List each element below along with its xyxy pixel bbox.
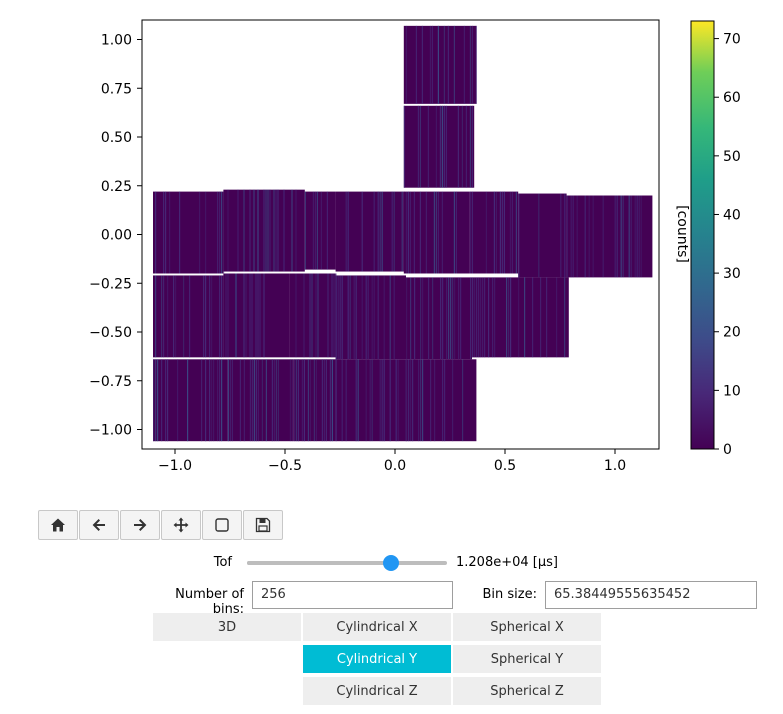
tof-slider-value: 1.208e+04 [µs] [456, 555, 558, 570]
save-icon [255, 517, 271, 533]
pan-button[interactable] [161, 510, 201, 540]
spherical-x-button[interactable]: Spherical X [453, 613, 601, 641]
detector-panel [335, 191, 405, 272]
plot-toolbar [38, 510, 284, 540]
colorbar-axis: 0 10 20 30 40 50 60 70 [714, 32, 741, 458]
detector-panel [406, 359, 477, 442]
colorbar-tick-label: 60 [723, 90, 741, 106]
spherical-z-button[interactable]: Spherical Z [453, 677, 601, 705]
y-tick-label: −0.25 [89, 276, 132, 292]
detector-panel [403, 191, 470, 274]
colorbar-tick-label: 70 [723, 32, 741, 48]
detector-panel [335, 275, 406, 360]
forward-arrow-icon [134, 519, 147, 531]
colorbar-tick-label: 10 [723, 383, 741, 399]
heatmap-figure: −1.0 −0.5 0.0 0.5 1.0 1.00 0.75 0.50 0.25 0.00 −0… [89, 19, 741, 474]
colorbar-label: [counts] [674, 205, 690, 263]
detector-panel [403, 105, 475, 188]
colorbar [690, 20, 715, 450]
detector-panel [566, 195, 653, 278]
detector-panel [518, 193, 567, 278]
back-button[interactable] [79, 510, 119, 540]
bins-input[interactable]: 256 [252, 581, 453, 609]
y-tick-label: 1.00 [101, 33, 132, 49]
y-tick-label: 0.75 [101, 81, 132, 97]
tof-slider-thumb[interactable] [383, 555, 399, 571]
tof-slider-row: Tof 1.208e+04 [µs] [0, 550, 783, 576]
colorbar-tick-label: 20 [723, 325, 741, 341]
detector-panel [335, 359, 407, 442]
colorbar-tick-label: 0 [723, 442, 732, 458]
tof-slider-label: Tof [213, 555, 232, 570]
detector-panel [406, 277, 472, 360]
y-tick-label: 0.25 [101, 179, 132, 195]
save-button[interactable] [243, 510, 283, 540]
detector-panel [304, 191, 336, 270]
detector-panel [227, 359, 294, 442]
detector-panel [472, 277, 569, 358]
zoom-rectangle-icon [215, 518, 229, 532]
cylindrical-z-button[interactable]: Cylindrical Z [303, 677, 451, 705]
colorbar-tick-label: 40 [723, 207, 741, 223]
colorbar-tick-label: 50 [723, 149, 741, 165]
tof-slider[interactable] [247, 555, 447, 571]
zoom-rectangle-button[interactable] [202, 510, 242, 540]
x-axis: −1.0 −0.5 0.0 0.5 1.0 [158, 449, 626, 474]
detector-panel [153, 275, 225, 358]
detector-panel [293, 359, 336, 442]
bin-size-label: Bin size: [482, 587, 538, 602]
view-3d-button[interactable]: 3D [153, 613, 301, 641]
detector-panel [469, 191, 519, 274]
detector-panel [403, 25, 477, 104]
y-tick-label: 0.00 [101, 228, 132, 244]
home-button[interactable] [38, 510, 78, 540]
cylindrical-x-button[interactable]: Cylindrical X [303, 613, 451, 641]
tof-slider-fill [247, 561, 391, 565]
detector-panel [153, 359, 228, 442]
detector-panel [153, 191, 225, 274]
y-tick-label: −0.50 [89, 325, 132, 341]
detector-panel [289, 273, 337, 358]
x-tick-label: 0.5 [494, 458, 516, 474]
x-tick-label: 1.0 [604, 458, 626, 474]
x-tick-label: 0.0 [384, 458, 406, 474]
colorbar-tick-label: 30 [723, 266, 741, 282]
x-tick-label: −0.5 [268, 458, 302, 474]
detector-panels [153, 25, 653, 442]
detector-panel [223, 189, 305, 272]
bin-size-input[interactable]: 65.38449555635452 [545, 581, 757, 609]
y-tick-label: −0.75 [89, 374, 132, 390]
cylindrical-y-button[interactable]: Cylindrical Y [303, 645, 451, 673]
y-tick-label: 0.50 [101, 130, 132, 146]
pan-icon [173, 517, 189, 533]
y-tick-label: −1.00 [89, 423, 132, 439]
y-axis: 1.00 0.75 0.50 0.25 0.00 −0.25 −0.50 −0.75 −1.00 [89, 33, 142, 439]
home-icon [51, 518, 65, 532]
back-arrow-icon [92, 519, 105, 531]
x-tick-label: −1.0 [158, 458, 192, 474]
spherical-y-button[interactable]: Spherical Y [453, 645, 601, 673]
detector-panel [223, 273, 290, 358]
forward-button[interactable] [120, 510, 160, 540]
